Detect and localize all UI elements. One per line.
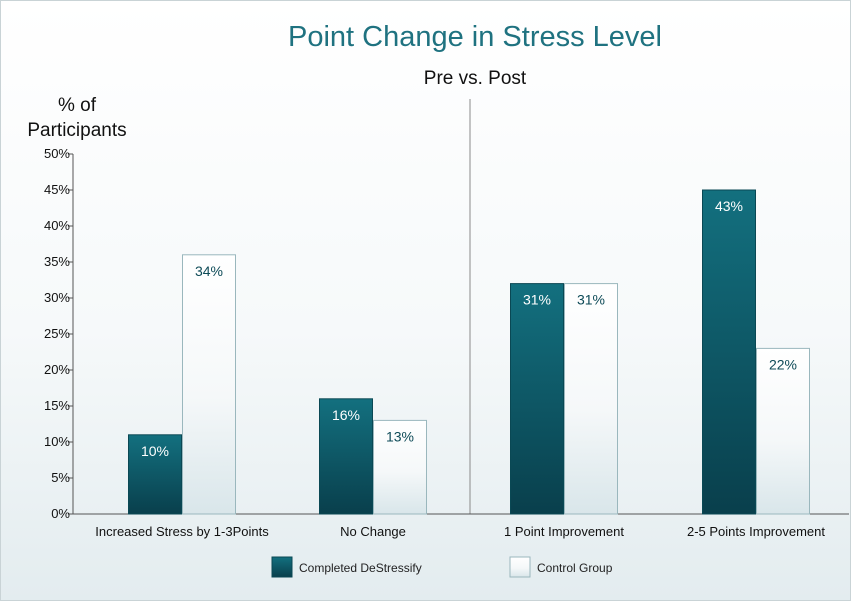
legend: Completed DeStressify Control Group bbox=[271, 556, 613, 578]
y-tick-label: 10% bbox=[44, 434, 70, 449]
bar-completed bbox=[319, 398, 373, 515]
chart-subtitle: Pre vs. Post bbox=[424, 68, 527, 89]
y-tick-label: 30% bbox=[44, 290, 70, 305]
bar-completed bbox=[128, 434, 182, 515]
bar-value-label: 43% bbox=[715, 198, 743, 214]
y-tick-label: 15% bbox=[44, 398, 70, 413]
bar-value-label: 10% bbox=[141, 443, 169, 459]
x-tick-label: No Change bbox=[340, 524, 406, 539]
bar-value-label: 22% bbox=[769, 356, 797, 372]
y-tick-label: 50% bbox=[44, 146, 70, 161]
x-tick-labels: Increased Stress by 1-3Points No Change 1 … bbox=[95, 524, 825, 539]
legend-swatch-control bbox=[509, 556, 531, 578]
bar-value-label: 16% bbox=[332, 407, 360, 423]
legend-label-completed: Completed DeStressify bbox=[299, 561, 422, 575]
bar-control bbox=[182, 254, 236, 515]
legend-swatch-completed bbox=[271, 556, 293, 578]
bars: 10% 34% 16% 13% 31% 31% 43% 22% bbox=[128, 189, 810, 515]
bar-completed bbox=[510, 283, 564, 515]
y-axis-label-line2: Participants bbox=[27, 120, 126, 141]
x-tick-label: 1 Point Improvement bbox=[504, 524, 624, 539]
bar-value-label: 34% bbox=[195, 263, 223, 279]
y-axis-label-line1: % of bbox=[58, 95, 97, 116]
bar-control bbox=[756, 347, 810, 515]
bar-control bbox=[373, 419, 427, 515]
x-tick-label: 2-5 Points Improvement bbox=[687, 524, 825, 539]
y-tick-label: 45% bbox=[44, 182, 70, 197]
bar-value-label: 13% bbox=[386, 428, 414, 444]
bar-control bbox=[564, 283, 618, 515]
legend-label-control: Control Group bbox=[537, 561, 613, 575]
bar-value-label: 31% bbox=[577, 292, 605, 308]
y-tick-label: 0% bbox=[51, 506, 70, 521]
bar-completed bbox=[702, 189, 756, 515]
y-tick-label: 5% bbox=[51, 470, 70, 485]
y-tick-label: 35% bbox=[44, 254, 70, 269]
y-tick-label: 20% bbox=[44, 362, 70, 377]
chart-title: Point Change in Stress Level bbox=[288, 21, 662, 53]
y-tick-label: 40% bbox=[44, 218, 70, 233]
y-tick-label: 25% bbox=[44, 326, 70, 341]
x-tick-label: Increased Stress by 1-3Points bbox=[95, 524, 269, 539]
bar-value-label: 31% bbox=[523, 292, 551, 308]
